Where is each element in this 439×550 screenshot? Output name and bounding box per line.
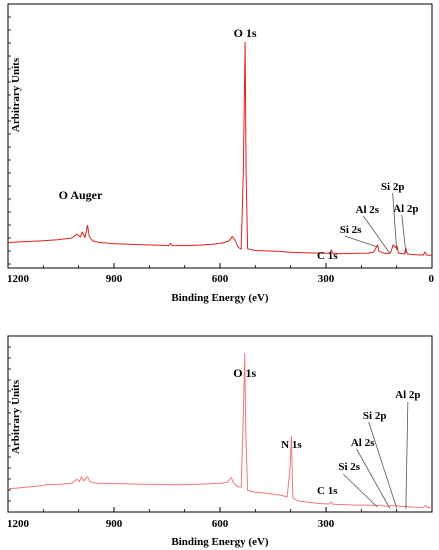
annotation-leader-line bbox=[362, 215, 391, 255]
x-tick-label: 1200 bbox=[7, 518, 30, 530]
x-tick-label: 300 bbox=[318, 518, 335, 530]
peak-label: C 1s bbox=[317, 250, 338, 262]
peak-label: O Auger bbox=[59, 188, 103, 202]
x-tick-label: 1200 bbox=[7, 273, 30, 285]
plot-frame bbox=[7, 3, 433, 269]
annotation-leader-line bbox=[342, 473, 378, 508]
annotation-leader-line bbox=[344, 235, 378, 248]
peak-label: Al 2p bbox=[395, 389, 420, 401]
peak-label: Al 2s bbox=[351, 437, 375, 449]
peak-label: O 1s bbox=[233, 366, 256, 380]
x-tick-label: 0 bbox=[429, 273, 435, 285]
spectrum-line bbox=[7, 41, 432, 256]
annotation-leader-line bbox=[368, 421, 398, 509]
x-tick-label: 900 bbox=[106, 273, 123, 285]
y-axis-title: Arbitrary Units bbox=[10, 57, 22, 132]
x-tick-label: 600 bbox=[212, 518, 229, 530]
peak-label: O 1s bbox=[234, 26, 257, 40]
peak-label: Al 2p bbox=[393, 203, 418, 215]
annotation-leader-line bbox=[405, 401, 409, 510]
chart-top: 1200 900 600 300 0 Binding Energy (eV) Arbitra… bbox=[7, 3, 435, 304]
peak-label: Al 2s bbox=[356, 204, 380, 216]
x-tick-label: 300 bbox=[318, 273, 335, 285]
annotation-leader-line bbox=[401, 214, 407, 254]
x-axis-title: Binding Energy (eV) bbox=[171, 292, 269, 304]
peak-label: Si 2p bbox=[363, 410, 387, 422]
x-tick-label: 600 bbox=[212, 273, 229, 285]
annotation-leader-line bbox=[392, 192, 398, 251]
x-tick-label: 900 bbox=[106, 518, 123, 530]
spectrum-line bbox=[7, 353, 432, 508]
peak-label: Si 2s bbox=[338, 461, 360, 473]
plot-frame bbox=[7, 335, 433, 513]
x-axis-title: Binding Energy (eV) bbox=[171, 536, 269, 548]
peak-label: C 1s bbox=[317, 485, 338, 497]
y-axis-title: Arbitrary Units bbox=[10, 379, 22, 454]
peak-label: Si 2s bbox=[340, 224, 362, 236]
chart-bottom: 1200 900 600 300 Binding Energy (eV) Arbitrar… bbox=[7, 335, 433, 548]
annotation-leader-line bbox=[356, 448, 390, 509]
peak-label: N 1s bbox=[281, 439, 302, 451]
peak-label: Si 2p bbox=[381, 181, 405, 193]
